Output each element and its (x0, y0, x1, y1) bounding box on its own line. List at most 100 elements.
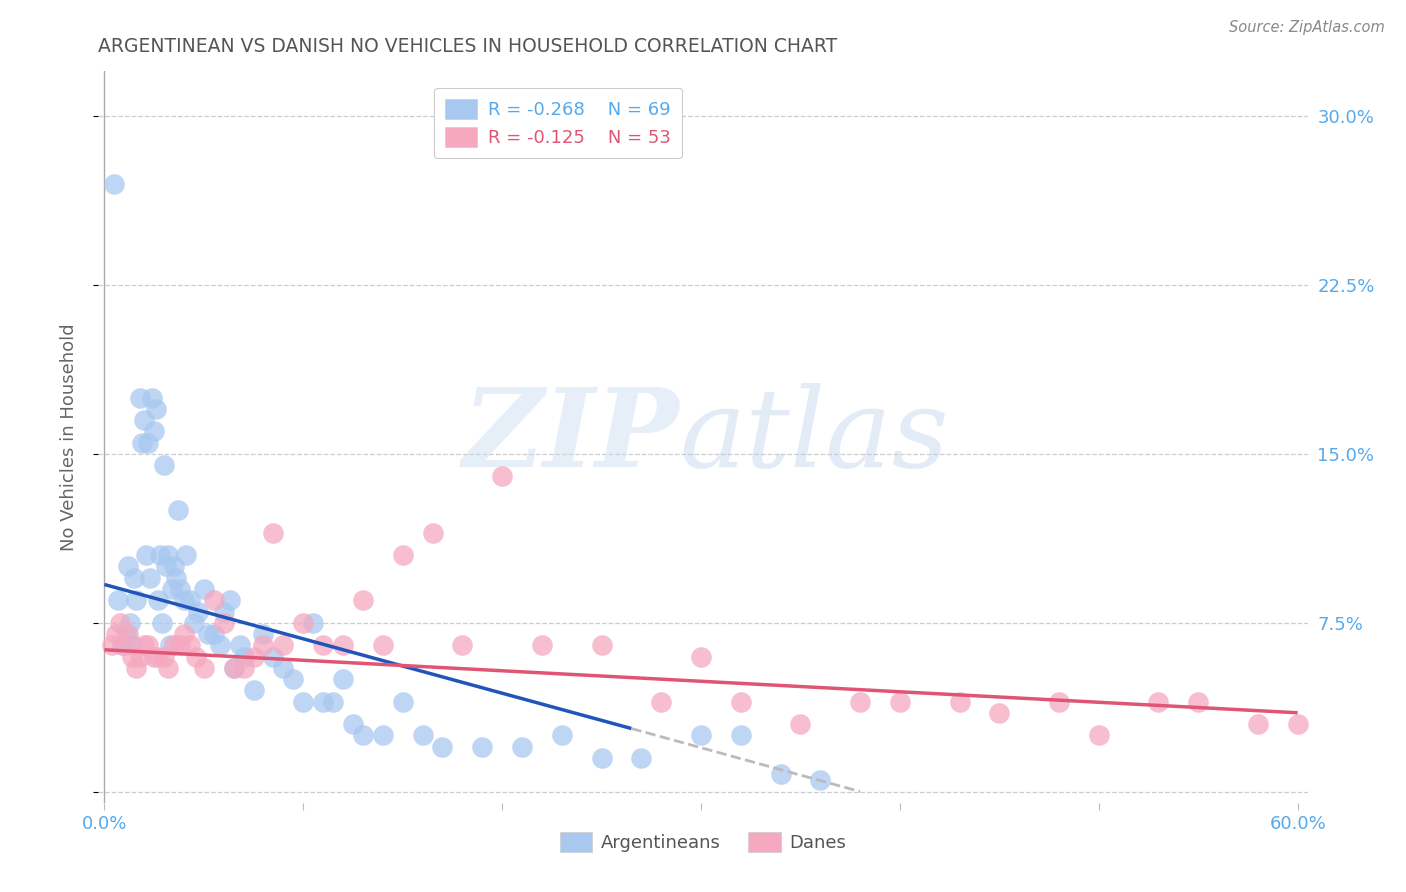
Point (690, 728, 713, 742)
Point (432, 739, 454, 754)
Point (165, 571, 187, 585)
Point (131, 435, 153, 450)
Point (889, 694, 911, 708)
Point (252, 627, 274, 641)
Point (391, 548, 413, 562)
Point (451, 638, 474, 652)
Point (412, 728, 434, 742)
Point (262, 525, 284, 540)
Point (591, 638, 613, 652)
Point (769, 766, 792, 780)
Point (352, 728, 374, 742)
Point (332, 672, 354, 686)
Point (141, 391, 163, 405)
Point (129, 649, 152, 664)
Point (242, 683, 264, 698)
Point (988, 706, 1011, 720)
Point (115, 627, 138, 641)
Point (153, 458, 176, 473)
Point (948, 694, 970, 708)
Point (129, 391, 152, 405)
Point (121, 649, 143, 664)
Point (202, 593, 225, 607)
Text: ARGENTINEAN VS DANISH NO VEHICLES IN HOUSEHOLD CORRELATION CHART: ARGENTINEAN VS DANISH NO VEHICLES IN HOU… (98, 37, 838, 56)
Point (153, 649, 176, 664)
Point (1047, 694, 1070, 708)
Text: atlas: atlas (679, 384, 949, 491)
Point (193, 661, 215, 675)
Point (222, 661, 245, 675)
Point (551, 728, 574, 742)
Point (122, 571, 145, 585)
Point (312, 638, 335, 652)
Point (167, 503, 190, 517)
Point (120, 615, 142, 630)
Point (179, 593, 201, 607)
Point (352, 593, 374, 607)
Point (145, 401, 167, 416)
Point (179, 638, 201, 652)
Point (173, 593, 195, 607)
Point (312, 694, 335, 708)
Point (1187, 694, 1209, 708)
Point (1286, 717, 1309, 731)
Point (143, 425, 166, 439)
Point (160, 582, 183, 596)
Point (163, 638, 186, 652)
Point (252, 638, 274, 652)
Point (117, 559, 139, 574)
Point (242, 649, 264, 664)
Point (1087, 728, 1109, 742)
Point (690, 649, 713, 664)
Point (183, 615, 205, 630)
Point (1247, 717, 1270, 731)
Point (650, 694, 672, 708)
Point (228, 638, 250, 652)
Point (471, 739, 494, 754)
Point (157, 548, 180, 562)
Point (111, 638, 134, 652)
Point (107, 593, 129, 607)
Point (169, 582, 191, 596)
Point (143, 649, 166, 664)
Point (103, 177, 125, 191)
Point (197, 627, 219, 641)
Y-axis label: No Vehicles in Household: No Vehicles in Household (59, 323, 77, 551)
Point (110, 615, 132, 630)
Point (174, 548, 197, 562)
Point (322, 694, 344, 708)
Point (1147, 694, 1170, 708)
Point (292, 694, 315, 708)
Point (730, 728, 752, 742)
Point (342, 717, 364, 731)
Point (155, 559, 177, 574)
Point (222, 661, 245, 675)
Point (121, 638, 143, 652)
Point (730, 694, 752, 708)
Point (530, 638, 553, 652)
Point (117, 627, 139, 641)
Point (163, 559, 186, 574)
Point (105, 627, 128, 641)
Point (371, 728, 394, 742)
Point (212, 605, 235, 619)
Point (173, 627, 195, 641)
Point (125, 593, 148, 607)
Point (808, 773, 831, 788)
Point (273, 661, 295, 675)
Text: ZIP: ZIP (463, 384, 679, 491)
Point (134, 638, 156, 652)
Point (302, 615, 325, 630)
Point (292, 615, 315, 630)
Point (510, 739, 533, 754)
Point (262, 649, 284, 664)
Point (332, 638, 354, 652)
Point (150, 615, 173, 630)
Point (218, 593, 240, 607)
Point (112, 638, 135, 652)
Point (232, 661, 254, 675)
Point (273, 638, 295, 652)
Point (391, 694, 413, 708)
Point (591, 751, 613, 765)
Point (849, 694, 872, 708)
